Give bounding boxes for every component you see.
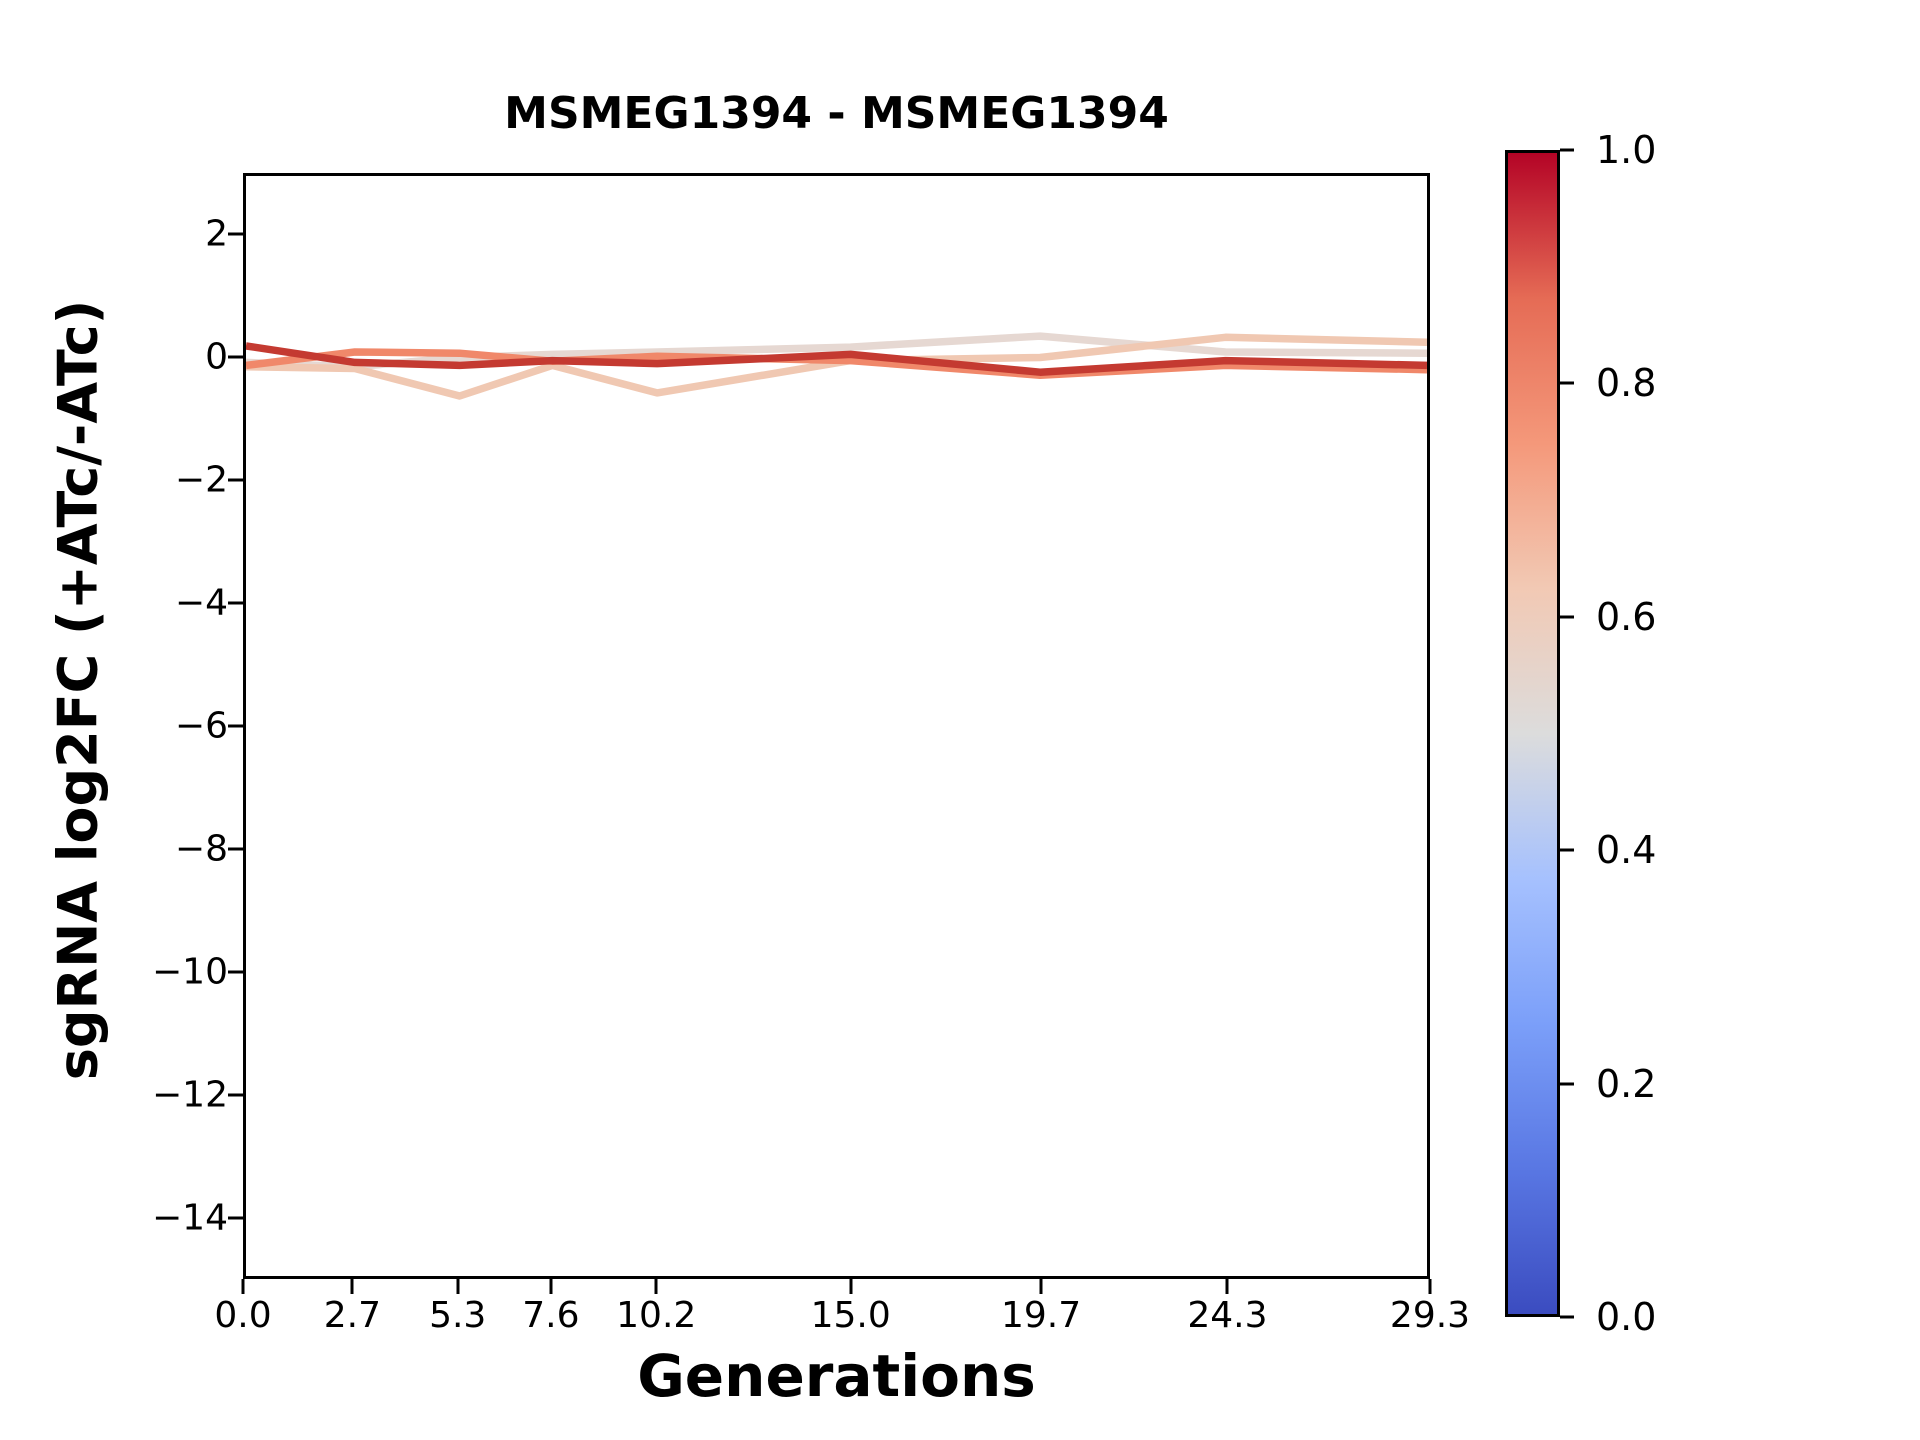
x-tick-label: 7.6	[522, 1295, 580, 1336]
x-tick-label: 19.7	[1001, 1295, 1082, 1336]
y-tick-label: −2	[174, 459, 228, 501]
colorbar-tick-mark	[1560, 381, 1574, 385]
y-tick-label: −6	[174, 705, 228, 747]
y-tick-mark	[228, 478, 243, 482]
y-tick-label: 2	[205, 213, 228, 255]
y-axis-label: sgRNA log2FC (+ATc/-ATc)	[46, 299, 110, 1081]
y-tick-mark	[228, 601, 243, 605]
y-tick-mark	[228, 847, 243, 851]
x-tick-mark	[1225, 1279, 1229, 1294]
y-tick-mark	[228, 1093, 243, 1097]
y-tick-mark	[228, 970, 243, 974]
x-tick-mark	[1039, 1279, 1043, 1294]
x-tick-label: 5.3	[429, 1295, 487, 1336]
colorbar-tick-label: 0.0	[1596, 1295, 1657, 1339]
x-tick-mark	[549, 1279, 553, 1294]
y-tick-label: −14	[152, 1197, 228, 1239]
colorbar-tick-label: 1.0	[1596, 128, 1657, 172]
colorbar-tick-label: 0.2	[1596, 1061, 1657, 1106]
colorbar-tick-mark	[1560, 1315, 1574, 1319]
colorbar-tick-mark	[1560, 848, 1574, 852]
y-tick-label: −8	[174, 828, 228, 870]
y-tick-label: −10	[152, 951, 228, 993]
x-tick-mark	[241, 1279, 245, 1294]
x-tick-mark	[849, 1279, 853, 1294]
x-tick-label: 10.2	[616, 1295, 697, 1336]
y-tick-label: −12	[152, 1074, 228, 1116]
y-tick-mark	[228, 724, 243, 728]
colorbar-tick-label: 0.4	[1596, 828, 1657, 873]
x-tick-label: 15.0	[810, 1295, 891, 1336]
colorbar-tick-mark	[1560, 615, 1574, 619]
x-axis-label: Generations	[637, 1342, 1036, 1410]
colorbar	[1505, 150, 1560, 1317]
x-tick-mark	[456, 1279, 460, 1294]
plot-lines	[246, 332, 1427, 400]
x-tick-mark	[654, 1279, 658, 1294]
x-tick-label: 29.3	[1389, 1295, 1471, 1336]
colorbar-tick-mark	[1560, 148, 1574, 152]
sgrna-line-peach	[246, 333, 1427, 400]
colorbar-tick-label: 0.6	[1596, 594, 1657, 639]
chart-title: MSMEG1394 - MSMEG1394	[504, 88, 1169, 139]
y-tick-label: 0	[205, 336, 228, 378]
y-tick-label: −4	[174, 582, 228, 624]
sgrna-line-darkred	[246, 342, 1427, 376]
x-tick-label: 0.0	[214, 1295, 272, 1336]
y-tick-mark	[228, 355, 243, 359]
sgrna-line-salmon	[246, 348, 1427, 379]
x-tick-mark	[1428, 1279, 1432, 1294]
y-tick-mark	[228, 1216, 243, 1220]
x-tick-label: 24.3	[1187, 1295, 1268, 1336]
y-tick-mark	[228, 232, 243, 236]
plot-area	[243, 173, 1430, 1279]
x-tick-mark	[350, 1279, 354, 1294]
colorbar-tick-mark	[1560, 1082, 1574, 1086]
x-tick-label: 2.7	[323, 1295, 382, 1336]
colorbar-tick-label: 0.8	[1596, 361, 1657, 406]
